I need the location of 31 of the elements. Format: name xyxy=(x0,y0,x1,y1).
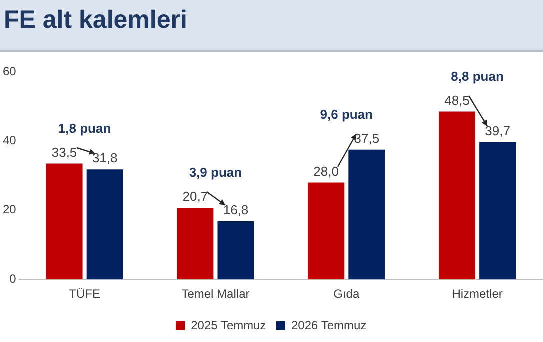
x-tick-label: Gıda xyxy=(334,287,360,302)
annotation: 1,8 puan xyxy=(58,120,112,136)
data-label: 28,0 xyxy=(314,164,339,179)
legend-label: 2025 Temmuz xyxy=(191,318,266,332)
bar xyxy=(438,112,476,280)
annotation: 9,6 puan xyxy=(320,106,374,122)
data-label: 31,8 xyxy=(92,150,118,166)
bar xyxy=(218,221,254,280)
bar xyxy=(86,170,124,280)
y-tick-label: 60 xyxy=(2,64,17,78)
bar xyxy=(308,182,345,280)
bar xyxy=(177,208,214,280)
data-label: 37,5 xyxy=(354,130,380,146)
bar xyxy=(348,150,386,280)
x-tick-label: Temel Mallar xyxy=(182,287,250,302)
annotation: 3,9 puan xyxy=(189,165,242,180)
y-tick-label: 40 xyxy=(2,134,17,148)
data-label: 20,7 xyxy=(182,189,208,204)
x-tick-label: Hizmetler xyxy=(452,287,503,302)
legend-label: 2026 Temmuz xyxy=(292,318,367,332)
x-tick-label: TÜFE xyxy=(69,287,100,302)
chart-title: FE alt kalemleri xyxy=(4,6,188,35)
data-label: 33,5 xyxy=(52,144,78,160)
data-label: 39,7 xyxy=(485,123,510,138)
bar xyxy=(480,142,516,280)
y-tick-label: 20 xyxy=(2,202,17,217)
data-label: 16,8 xyxy=(223,202,249,218)
data-label: 48,5 xyxy=(444,92,470,108)
y-tick-label: 0 xyxy=(10,272,17,286)
annotation: 8,8 puan xyxy=(451,68,504,84)
bar xyxy=(46,164,83,280)
